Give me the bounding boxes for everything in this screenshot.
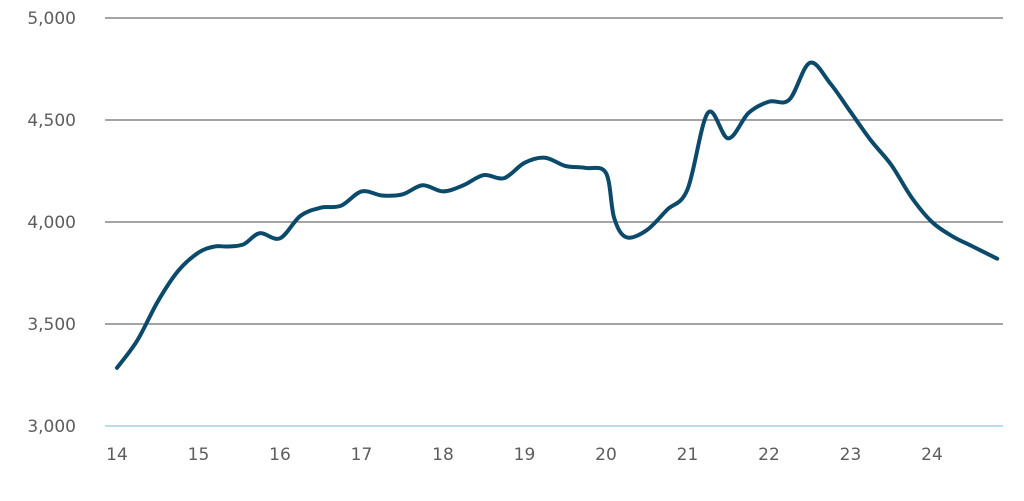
- x-tick-label: 20: [595, 445, 617, 465]
- y-tick-label: 5,000: [27, 9, 76, 29]
- x-tick-label: 19: [514, 445, 536, 465]
- y-tick-label: 4,000: [27, 213, 76, 233]
- x-tick-label: 21: [677, 445, 699, 465]
- x-tick-label: 16: [269, 445, 291, 465]
- grid-lines: [105, 17, 1003, 427]
- series-line: [115, 60, 1000, 370]
- x-tick-label: 14: [106, 445, 128, 465]
- series-layer: [115, 60, 1000, 370]
- x-tick-label: 17: [351, 445, 373, 465]
- x-tick-label: 18: [432, 445, 454, 465]
- y-axis-ticks: 3,000 3,500 4,000 4,500 5,000: [27, 9, 76, 437]
- x-axis-ticks: 14 15 16 17 18 19 20 21 22 23 24: [106, 445, 943, 465]
- x-tick-label: 23: [840, 445, 862, 465]
- y-tick-label: 4,500: [27, 111, 76, 131]
- x-tick-label: 24: [921, 445, 943, 465]
- x-tick-label: 22: [758, 445, 780, 465]
- y-tick-label: 3,500: [27, 315, 76, 335]
- y-tick-label: 3,000: [27, 417, 76, 437]
- x-tick-label: 15: [188, 445, 210, 465]
